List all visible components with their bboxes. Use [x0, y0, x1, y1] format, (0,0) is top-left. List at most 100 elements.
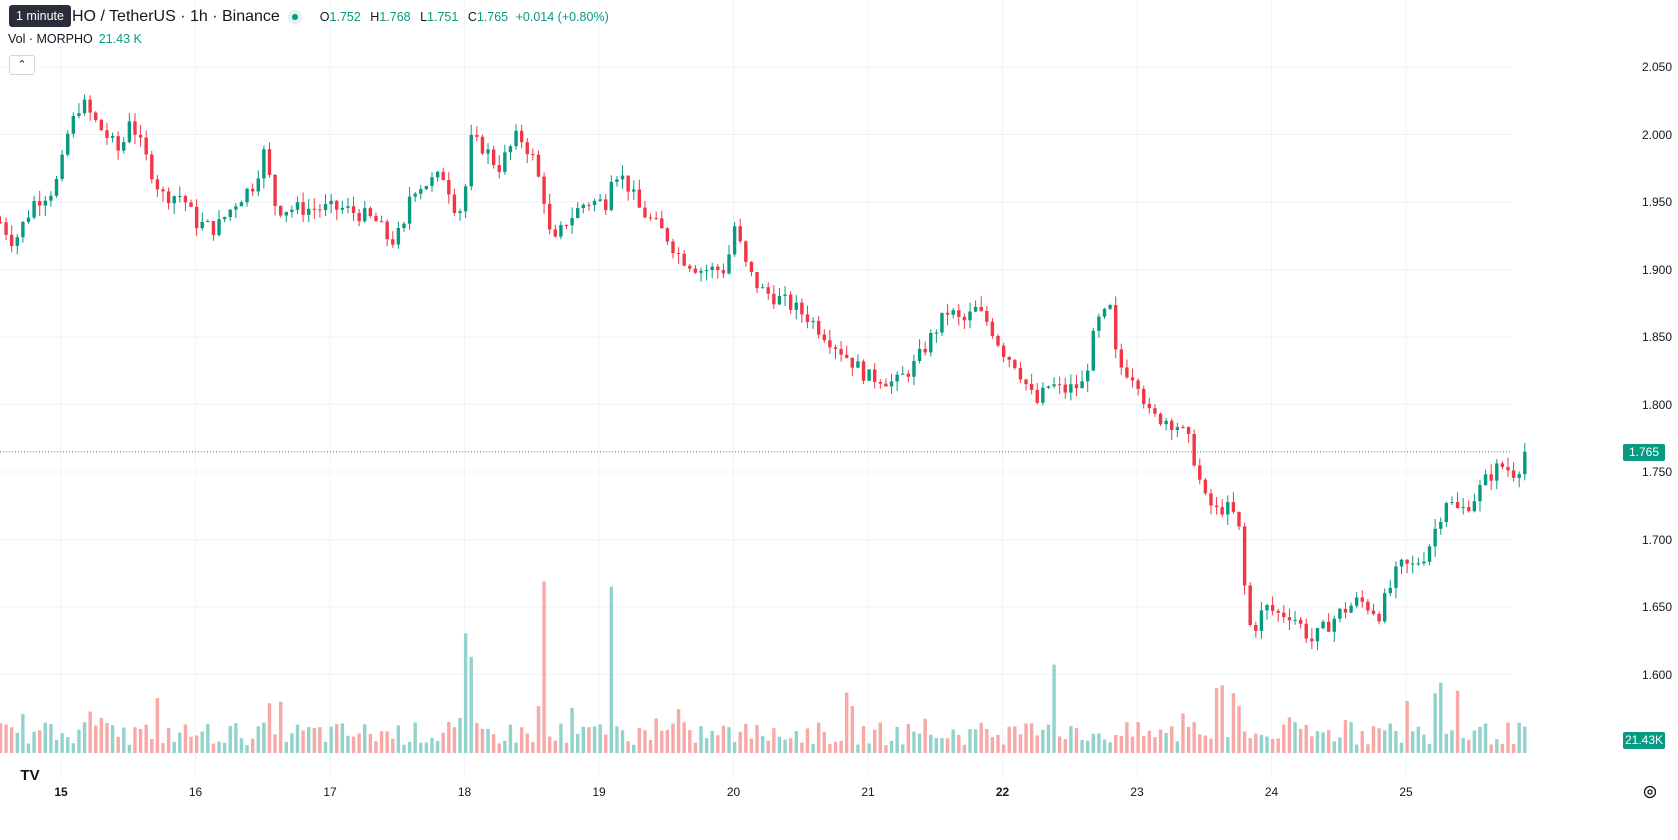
volume-bar [127, 744, 132, 753]
candle-body [1282, 612, 1286, 618]
volume-bar [1024, 723, 1028, 753]
candle-body [704, 270, 709, 272]
volume-bar [26, 743, 31, 753]
candle-body [777, 296, 782, 305]
volume-bar [491, 734, 496, 753]
candle-body [32, 201, 36, 218]
volume-bar [21, 713, 25, 753]
volume-bar [206, 723, 210, 753]
volume-bar [312, 728, 317, 753]
candle-body [1220, 507, 1224, 515]
candle-body [805, 314, 810, 323]
volume-bar [587, 727, 591, 753]
volume-bar [363, 724, 367, 753]
volume-bar [564, 742, 569, 753]
volume-bar [105, 722, 109, 753]
volume-bar [441, 732, 445, 753]
market-status-icon[interactable] [287, 10, 302, 24]
candle-body [581, 204, 586, 209]
candle-body [407, 196, 412, 224]
candle-body [1427, 546, 1432, 562]
volume-bar [1248, 738, 1252, 753]
volume-bar [1203, 735, 1208, 753]
volume-bar [547, 736, 552, 753]
volume-bar [278, 701, 283, 753]
volume-bar [1467, 739, 1471, 753]
volume-bar [1321, 732, 1325, 753]
volume-bar [1338, 737, 1342, 753]
symbol-title[interactable]: HO / TetherUS · 1h · Binance [72, 8, 280, 25]
date-tick-label: 17 [323, 785, 337, 799]
candle-body [839, 348, 843, 355]
volume-bar [273, 734, 277, 753]
candle-body [699, 270, 703, 273]
candle-body [1125, 367, 1129, 378]
volume-bar [497, 743, 501, 753]
volume-bar [783, 739, 787, 753]
candle-body [447, 180, 451, 195]
candle-body [1164, 420, 1168, 425]
candle-body [604, 199, 608, 211]
candle-body [957, 310, 961, 317]
candle-body [284, 211, 288, 216]
volume-bar [200, 731, 204, 753]
volume-bar [1411, 731, 1415, 753]
candle-body [1237, 511, 1241, 527]
candle-body [1450, 502, 1454, 504]
settings-gear-icon[interactable] [1642, 784, 1658, 800]
candle-body [542, 176, 546, 204]
volume-bar [985, 728, 989, 753]
candle-body [340, 207, 345, 210]
candle-body [189, 202, 193, 207]
volume-bar [284, 741, 288, 753]
volume-bar [1383, 730, 1387, 753]
candle-body [1007, 357, 1011, 360]
candle-body [178, 195, 182, 197]
volume-bar [391, 738, 395, 753]
tradingview-logo[interactable]: TV [11, 762, 49, 790]
candle-body [856, 361, 860, 368]
volume-bar [430, 737, 434, 753]
volume-bar [917, 733, 922, 753]
volume-bar [1332, 741, 1336, 753]
candle-body [1231, 502, 1236, 512]
volume-bar [727, 727, 731, 753]
volume-bar [267, 703, 272, 753]
collapse-legend-button[interactable]: ⌃ [9, 55, 35, 75]
volume-bar [32, 731, 36, 753]
candle-body [940, 312, 944, 333]
volume-bar [1164, 732, 1168, 753]
volume-bar [1119, 735, 1124, 753]
volume-bar [957, 734, 961, 753]
volume-bar [144, 724, 148, 753]
candle-body [1495, 463, 1499, 481]
candle-body [1444, 503, 1449, 522]
candle-body [486, 149, 490, 154]
candle-body [564, 224, 569, 226]
volume-bar [514, 742, 518, 753]
volume-label[interactable]: Vol · MORPHO [8, 32, 93, 46]
candle-body [1170, 420, 1174, 430]
volume-legend: Vol · MORPHO 21.43 K [8, 32, 142, 46]
candle-body [1080, 381, 1084, 389]
volume-bar [581, 726, 586, 753]
close-value: 1.765 [476, 10, 509, 24]
volume-bar [4, 724, 8, 753]
volume-bar [1371, 726, 1376, 753]
candle-body [1175, 427, 1180, 430]
volume-bar [525, 733, 529, 753]
volume-bar [256, 726, 260, 753]
volume-bar [1170, 726, 1174, 753]
candle-body [1416, 563, 1421, 565]
volume-bar [1013, 726, 1017, 753]
volume-bar [239, 738, 244, 753]
volume-bar [637, 727, 642, 753]
candle-body [127, 121, 132, 143]
volume-bar [1310, 736, 1314, 753]
candle-body [1226, 502, 1230, 515]
candle-body [452, 194, 457, 214]
candle-body [654, 217, 658, 219]
date-tick-label: 25 [1399, 785, 1413, 799]
